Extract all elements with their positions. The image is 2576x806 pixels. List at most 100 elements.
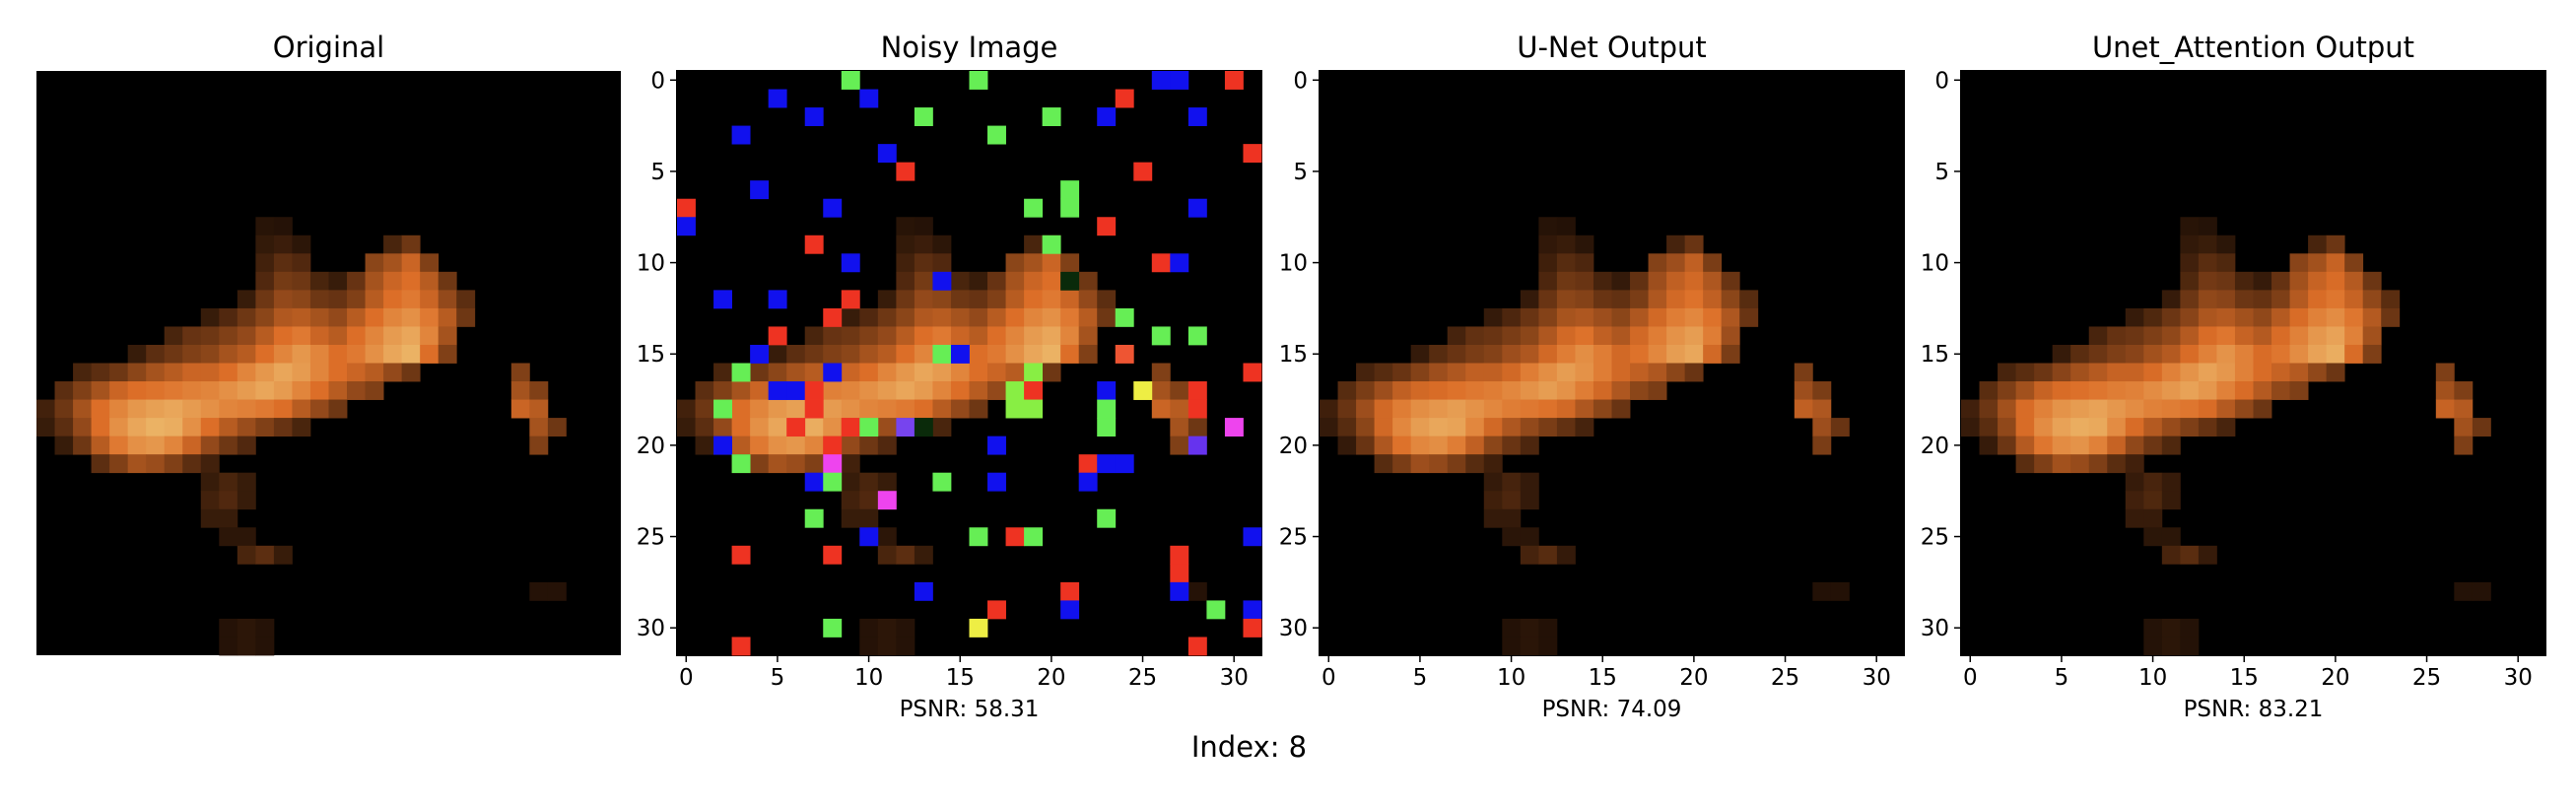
pixel-cell (804, 363, 824, 382)
pixel-cell (1556, 399, 1576, 419)
noise-pixel (1005, 399, 1025, 419)
pixel-cell (914, 271, 933, 291)
pixel-cell (1648, 363, 1667, 382)
pixel-cell (1060, 290, 1080, 309)
pixel-cell (2015, 399, 2035, 419)
pixel-cell (877, 399, 897, 419)
pixel-cell (2326, 235, 2345, 254)
pixel-cell (401, 253, 421, 273)
pixel-cell (365, 253, 384, 273)
pixel-cell (2088, 399, 2108, 419)
pixel-cell (823, 326, 843, 346)
noise-pixel (877, 491, 897, 510)
pixel-cell (1078, 290, 1098, 309)
pixel-cell (2070, 381, 2090, 400)
psnr-noisy: PSNR: 58.31 (899, 697, 1040, 722)
pixel-cell (2107, 326, 2127, 346)
pixel-cell (164, 418, 183, 437)
pixel-cell (950, 307, 970, 327)
image-attention: 0 5 10 15 20 25 30 0 5 10 15 20 25 30 (1921, 68, 2546, 691)
pixel-cell (1684, 235, 1704, 254)
pixel-cell (1502, 491, 1522, 510)
pixel-cell (2454, 436, 2474, 455)
pixel-cell (1575, 326, 1594, 346)
pixel-cell (273, 399, 293, 419)
pixel-cell (1170, 399, 1189, 419)
noise-pixel (1097, 217, 1117, 236)
pixel-cell (219, 307, 238, 327)
pixel-cell (73, 363, 92, 382)
pixel-cell (309, 399, 329, 419)
noise-pixel (1078, 472, 1098, 492)
pixel-cell (1666, 344, 1686, 364)
pixel-cell (255, 235, 275, 254)
pixel-cell (73, 381, 92, 400)
pixel-cell (1447, 363, 1466, 382)
pixel-cell (91, 381, 110, 400)
y-tick-label: 5 (1934, 160, 1949, 185)
pixel-cell (914, 344, 933, 364)
x-tick-label: 30 (1220, 665, 1249, 691)
noise-pixel (969, 618, 988, 638)
pixel-cell (2107, 418, 2127, 437)
pixel-cell (1024, 344, 1044, 364)
pixel-cell (1502, 326, 1522, 346)
pixel-cell (2253, 290, 2272, 309)
pixel-cell (273, 290, 293, 309)
pixel-cell (91, 454, 110, 474)
pixel-cell (2107, 399, 2127, 419)
pixel-cell (2180, 290, 2200, 309)
pixel-cell (1187, 581, 1207, 601)
pixel-cell (2454, 399, 2474, 419)
pixel-cell (328, 399, 348, 419)
pixel-cell (2198, 253, 2217, 273)
noise-pixel (823, 545, 843, 565)
pixel-cell (2216, 271, 2236, 291)
pixel-cell (54, 381, 74, 400)
pixel-cell (127, 344, 147, 364)
noise-pixel (1024, 399, 1044, 419)
pixel-cell (2216, 235, 2236, 254)
pixel-cell (1410, 344, 1430, 364)
pixel-cell (1961, 418, 1980, 437)
pixel-cell (365, 344, 384, 364)
noise-pixel (1170, 581, 1189, 601)
pixel-cell (146, 363, 166, 382)
pixel-cell (987, 307, 1006, 327)
pixel-cell (1593, 363, 1612, 382)
noise-pixel (1097, 418, 1117, 437)
pixel-cell (1024, 290, 1044, 309)
pixel-cell (859, 637, 879, 656)
pixel-cell (54, 418, 74, 437)
y-tick-label: 10 (1921, 251, 1949, 277)
pixel-cell (200, 344, 220, 364)
pixel-cell (347, 363, 366, 382)
pixel-cell (914, 545, 933, 565)
pixel-cell (127, 436, 147, 455)
pixel-cell (896, 253, 915, 273)
noise-pixel (1078, 454, 1098, 474)
pixel-cell (2070, 454, 2090, 474)
pixel-cell (731, 399, 751, 419)
pixel-cell (127, 454, 147, 474)
pixel-cell (969, 363, 988, 382)
pixel-cell (2362, 290, 2382, 309)
pixel-cell (2052, 436, 2071, 455)
pixel-cell (1465, 418, 1485, 437)
pixel-cell (438, 326, 457, 346)
pixel-cell (1078, 271, 1098, 291)
pixel-cell (1024, 326, 1044, 346)
pixel-cell (401, 363, 421, 382)
pixel-cell (2161, 527, 2181, 547)
pixel-cell (164, 436, 183, 455)
pixel-cell (2070, 436, 2090, 455)
image-noisy: 0 5 10 15 20 25 30 0 5 10 15 20 25 30 (637, 68, 1262, 691)
pixel-cell (420, 344, 440, 364)
pixel-cell (1520, 527, 1539, 547)
pixel-cell (1374, 454, 1393, 474)
pixel-cell (695, 418, 714, 437)
noise-pixel (1187, 436, 1207, 455)
panel-title-attention: Unet_Attention Output (2091, 31, 2415, 64)
pixel-cell (2198, 545, 2217, 565)
pixel-cell (713, 418, 732, 437)
